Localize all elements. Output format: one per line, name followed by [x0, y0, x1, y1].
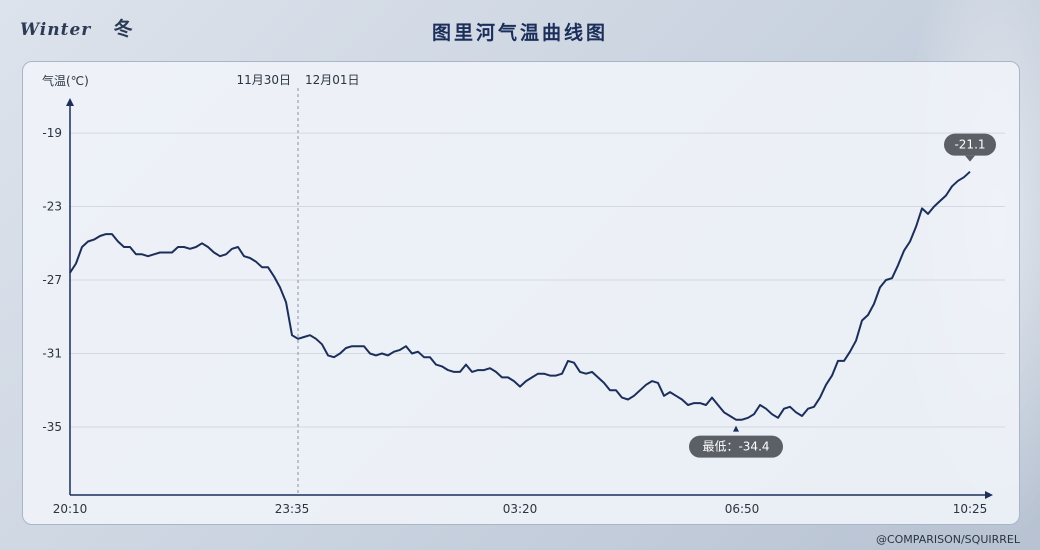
date-label-right: 12月01日	[305, 73, 360, 87]
x-tick-label: 06:50	[725, 502, 760, 516]
date-label-left: 11月30日	[236, 73, 291, 87]
x-axis-arrow	[985, 491, 993, 499]
source-credit: @COMPARISON/SQUIRREL	[875, 533, 1020, 546]
y-axis-arrow	[66, 98, 74, 106]
min-tooltip-bubble	[689, 435, 783, 458]
last-value-label: -21.1	[954, 138, 985, 152]
y-tick-label: -27	[42, 273, 62, 287]
y-tick-label: -19	[42, 126, 62, 140]
y-axis-label: 气温(℃)	[42, 73, 89, 88]
chart-panel	[22, 61, 1020, 525]
x-tick-label: 23:35	[275, 502, 310, 516]
y-tick-label: -23	[42, 200, 62, 214]
page-title: 图里河气温曲线图	[431, 22, 608, 44]
last-value-bubble	[944, 133, 996, 156]
x-tick-label: 20:10	[53, 502, 88, 516]
brand-season: 冬	[113, 18, 134, 40]
x-tick-label: 03:20	[503, 502, 538, 516]
last-value-pointer	[965, 155, 975, 162]
y-tick-label: -31	[42, 347, 62, 361]
min-tooltip-label: 最低：-34.4	[702, 440, 769, 454]
min-marker	[733, 425, 739, 432]
y-tick-label: -35	[42, 420, 62, 434]
x-tick-label: 10:25	[953, 502, 988, 516]
temperature-line	[69, 170, 971, 421]
brand-word: Winter	[20, 20, 92, 40]
brand-logo: Winter 冬	[20, 14, 134, 41]
